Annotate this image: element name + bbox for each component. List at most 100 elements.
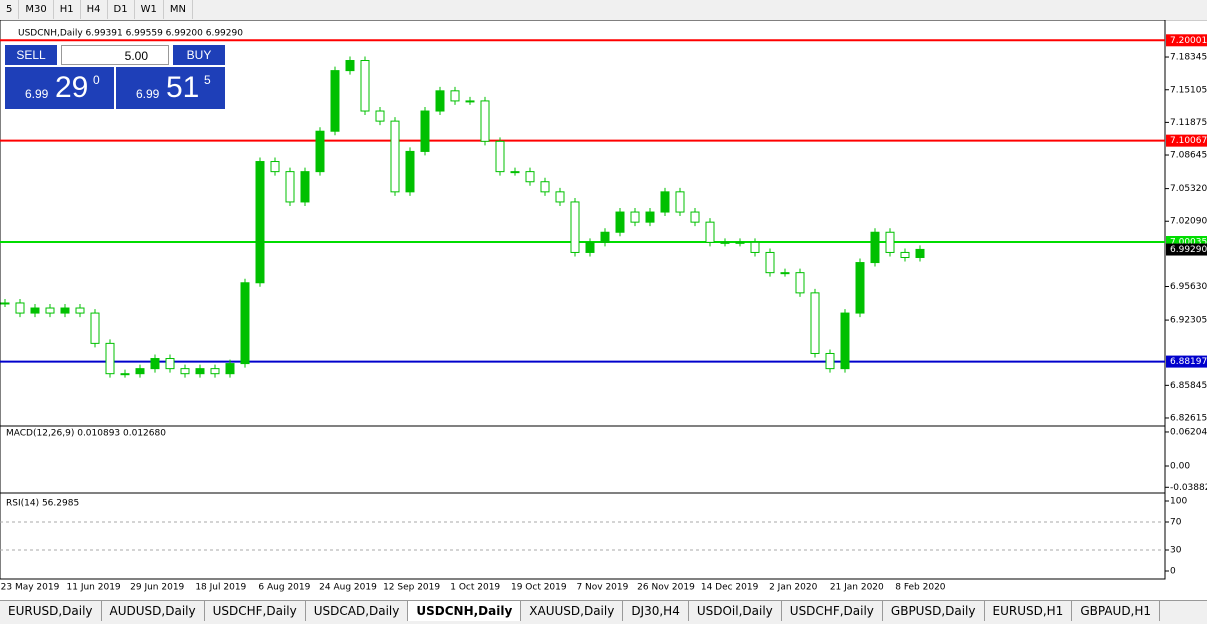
sell-price[interactable]: 6.99 29 0 [5,67,114,109]
timeframe-button[interactable]: D1 [108,0,135,19]
buy-frac: 5 [204,73,211,87]
candle [510,171,520,174]
chart-tab[interactable]: GBPAUD,H1 [1072,601,1161,621]
candle [225,363,235,375]
y-tick-label: 6.92305 [1170,316,1207,326]
candle [915,248,925,259]
candle [600,231,610,243]
y-tick-label: 0 [1170,567,1176,577]
y-tick-label: 7.05320 [1170,184,1207,194]
timeframe-button[interactable]: H4 [81,0,108,19]
y-tick-label: 100 [1170,497,1187,507]
y-tick-label: 7.18345 [1170,53,1207,63]
candle [345,60,355,72]
chart-tab[interactable]: GBPUSD,Daily [883,601,985,621]
buy-big: 6.99 [136,87,160,101]
candle [150,358,160,370]
chart-tab[interactable]: EURUSD,Daily [0,601,102,621]
x-tick-label: 8 Feb 2020 [895,583,946,593]
x-tick-label: 6 Aug 2019 [258,583,310,593]
lot-input[interactable]: 5.00 [61,45,169,65]
timeframe-button[interactable]: 5 [0,0,20,19]
current-price-bg [1166,243,1207,256]
buy-price[interactable]: 6.99 51 5 [116,67,225,109]
candle [720,241,730,244]
level-label: 7.20001 [1170,36,1207,46]
sell-button[interactable]: SELL [5,45,57,65]
candle [555,191,565,203]
x-tick-label: 24 Aug 2019 [319,583,377,593]
candle [585,241,595,253]
x-tick-label: 7 Nov 2019 [576,583,628,593]
y-tick-label: 0.00 [1170,462,1190,472]
candle [750,241,760,253]
candle [540,181,550,193]
timeframe-button[interactable]: MN [164,0,193,19]
candle [465,100,475,103]
y-tick-label: 6.95630 [1170,282,1207,292]
buy-pips: 51 [166,71,200,104]
x-tick-label: 19 Oct 2019 [511,583,567,593]
candle [240,282,250,365]
level-label-bg [1166,34,1207,47]
x-tick-label: 21 Jan 2020 [830,583,884,593]
candle [315,130,325,173]
timeframe-button[interactable]: W1 [135,0,164,19]
chart-tabs: EURUSD,Daily AUDUSD,Daily USDCHF,Daily USDC… [0,600,1207,624]
y-tick-label: 70 [1170,518,1182,528]
y-tick-label: 6.82615 [1170,413,1207,423]
candle [120,373,130,376]
chart-tab[interactable]: DJ30,H4 [623,601,689,621]
chart-tab[interactable]: AUDUSD,Daily [102,601,205,621]
candle [330,70,340,132]
timeframe-toolbar: 5 M30 H1 H4 D1 W1 MN [0,0,1207,21]
x-tick-label: 26 Nov 2019 [637,583,695,593]
candle [390,120,400,193]
candle [705,221,715,243]
chart-tab[interactable]: USDCHF,Daily [205,601,306,621]
candle [195,368,205,375]
y-tick-label: 0.062042 [1170,427,1207,437]
chart-tab[interactable]: USDCHF,Daily [782,601,883,621]
candle [525,171,535,183]
rsi-title: RSI(14) 56.2985 [6,499,79,509]
x-tick-label: 29 Jun 2019 [130,583,184,593]
chart-tab[interactable]: USDCAD,Daily [306,601,409,621]
one-click-trading: SELL 5.00 BUY 6.99 29 0 6.99 51 5 [5,45,225,109]
candle [420,110,430,152]
x-tick-label: 14 Dec 2019 [701,583,759,593]
y-tick-label: 7.02090 [1170,217,1207,227]
candle [450,90,460,102]
level-label-bg [1166,134,1207,147]
buy-button[interactable]: BUY [173,45,225,65]
timeframe-button[interactable]: H1 [54,0,81,19]
chart-tab[interactable]: USDCNH,Daily [408,601,522,621]
candle [780,272,790,275]
x-tick-label: 12 Sep 2019 [383,583,440,593]
candle [285,171,295,203]
sell-big: 6.99 [25,87,49,101]
sell-frac: 0 [93,73,100,87]
candle [435,90,445,112]
candle [30,307,40,314]
x-tick-label: 18 Jul 2019 [195,583,246,593]
x-tick-label: 23 May 2019 [1,583,60,593]
candle [645,211,655,223]
candle [480,100,490,142]
y-tick-label: 7.08645 [1170,151,1207,161]
chart-tab[interactable]: XAUUSD,Daily [521,601,624,621]
chart-tab[interactable]: EURUSD,H1 [985,601,1073,621]
y-tick-label: -0.03882 [1170,483,1207,493]
candle [45,307,55,314]
candle [75,307,85,314]
candle [165,358,175,370]
candle [900,251,910,259]
candle [840,312,850,370]
sell-pips: 29 [55,71,89,104]
timeframe-button[interactable]: M30 [19,0,54,19]
chart-tab[interactable]: USDOil,Daily [689,601,782,621]
level-label: 7.00035 [1170,237,1207,247]
level-label: 7.10067 [1170,136,1207,146]
candle [60,307,70,314]
